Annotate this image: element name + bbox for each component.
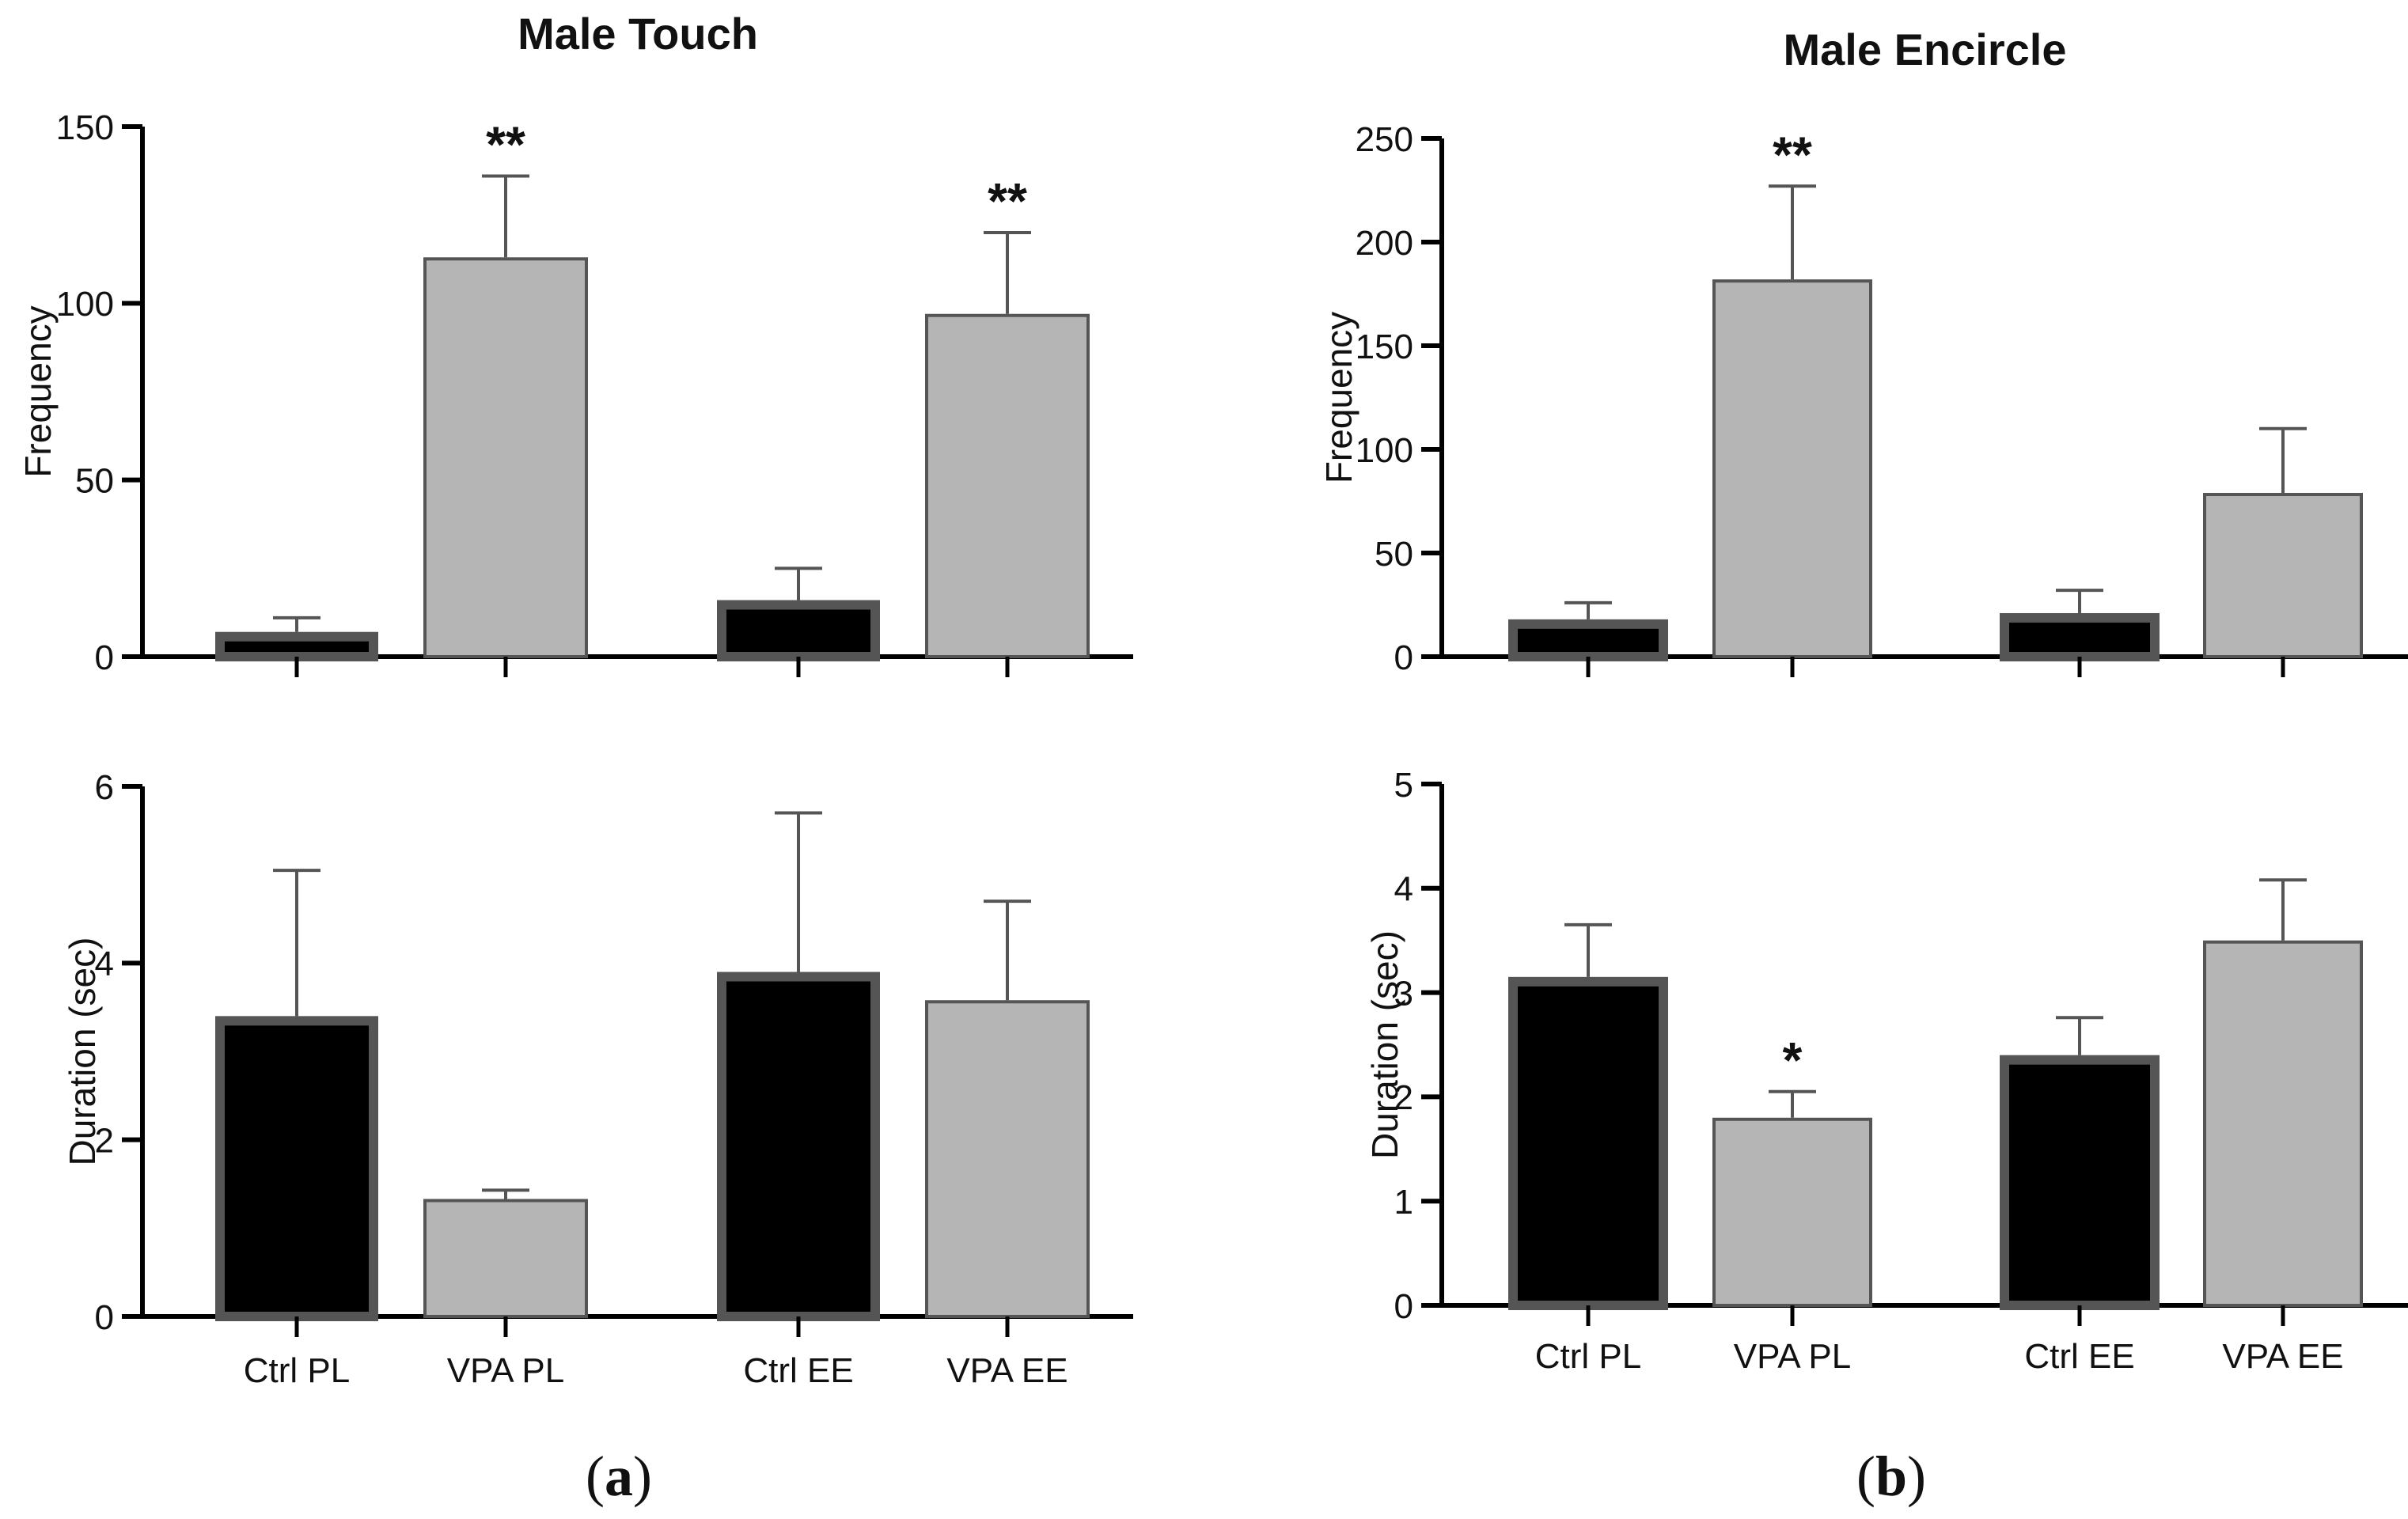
y-tick-label: 4 xyxy=(95,945,114,983)
x-tick-label: VPA PL xyxy=(1734,1337,1851,1376)
bar-vpa-pl xyxy=(1712,279,1872,658)
significance-marker: ** xyxy=(486,116,525,173)
figure-label-a: (a) xyxy=(586,1445,652,1508)
x-tick-label: VPA EE xyxy=(946,1351,1067,1390)
y-tick-label: 1 xyxy=(1394,1183,1413,1222)
y-tick-label: 150 xyxy=(56,108,114,147)
y-tick-label: 100 xyxy=(1356,431,1413,470)
y-tick-label: 5 xyxy=(1394,766,1413,805)
significance-marker: ** xyxy=(1773,126,1812,183)
y-tick-label: 0 xyxy=(1394,1287,1413,1326)
y-tick-label: 0 xyxy=(95,1298,114,1337)
bar-ctrl-ee xyxy=(2000,612,2160,661)
x-tick-label: VPA PL xyxy=(447,1351,564,1390)
x-tick-label: Ctrl EE xyxy=(743,1351,853,1390)
y-tick-label: 50 xyxy=(1375,535,1413,574)
y-tick-label: 6 xyxy=(95,768,114,807)
bar-ctrl-ee xyxy=(717,972,880,1321)
y-tick-label: 250 xyxy=(1356,120,1413,159)
bar-vpa-ee xyxy=(2203,493,2363,659)
y-tick-label: 200 xyxy=(1356,224,1413,263)
y-tick-label: 2 xyxy=(1394,1078,1413,1117)
chart-a-bottom: Duration (sec) 0 2 4 6 Ctrl PL VPA PL Ctrl EE VP… xyxy=(62,768,1133,1390)
y-axis-label: Duration (sec) xyxy=(62,938,103,1166)
bar-ctrl-ee xyxy=(717,600,880,661)
bar-vpa-pl xyxy=(423,1199,588,1318)
y-tick-label: 4 xyxy=(1394,870,1413,909)
bar-vpa-pl xyxy=(1712,1117,1872,1308)
y-tick-label: 3 xyxy=(1394,974,1413,1013)
y-tick-label: 100 xyxy=(56,285,114,324)
figure-label-b: (b) xyxy=(1856,1445,1926,1508)
chart-title: Male Touch xyxy=(518,9,758,59)
y-axis-label: Frequency xyxy=(17,305,59,477)
x-tick-label: Ctrl PL xyxy=(244,1351,350,1390)
chart-a-top: Male Touch Frequency 0 50 100 150 ** ** xyxy=(17,9,1133,677)
y-tick-label: 2 xyxy=(95,1122,114,1161)
x-tick-label: Ctrl PL xyxy=(1535,1337,1641,1376)
y-tick-label: 0 xyxy=(95,638,114,677)
chart-b-top: Male Encircle Frequency 0 50 100 150 200 250 ** xyxy=(1318,25,2408,677)
significance-marker: * xyxy=(1783,1032,1803,1089)
chart-b-bottom: Duration (sec) 0 1 2 3 4 5 Ctrl PL * VPA PL Ctrl E… xyxy=(1364,766,2408,1376)
y-tick-label: 150 xyxy=(1356,328,1413,366)
bar-ctrl-pl xyxy=(215,1016,378,1322)
bar-vpa-ee xyxy=(2203,940,2363,1307)
x-tick-label: VPA EE xyxy=(2222,1337,2343,1376)
bar-vpa-pl xyxy=(423,257,588,658)
bar-ctrl-ee xyxy=(2000,1055,2160,1311)
y-axis-label: Frequency xyxy=(1318,312,1359,483)
y-tick-label: 0 xyxy=(1394,638,1413,677)
significance-marker: ** xyxy=(988,172,1027,229)
bar-ctrl-pl xyxy=(1508,976,1668,1310)
x-tick-label: Ctrl EE xyxy=(2024,1337,2134,1376)
y-tick-label: 50 xyxy=(75,462,114,501)
y-axis-label: Duration (sec) xyxy=(1364,930,1405,1159)
bar-vpa-ee xyxy=(925,313,1090,658)
bar-ctrl-pl xyxy=(215,631,378,662)
chart-title: Male Encircle xyxy=(1784,25,2067,74)
bar-vpa-ee xyxy=(925,1000,1090,1318)
bar-ctrl-pl xyxy=(1508,619,1668,662)
